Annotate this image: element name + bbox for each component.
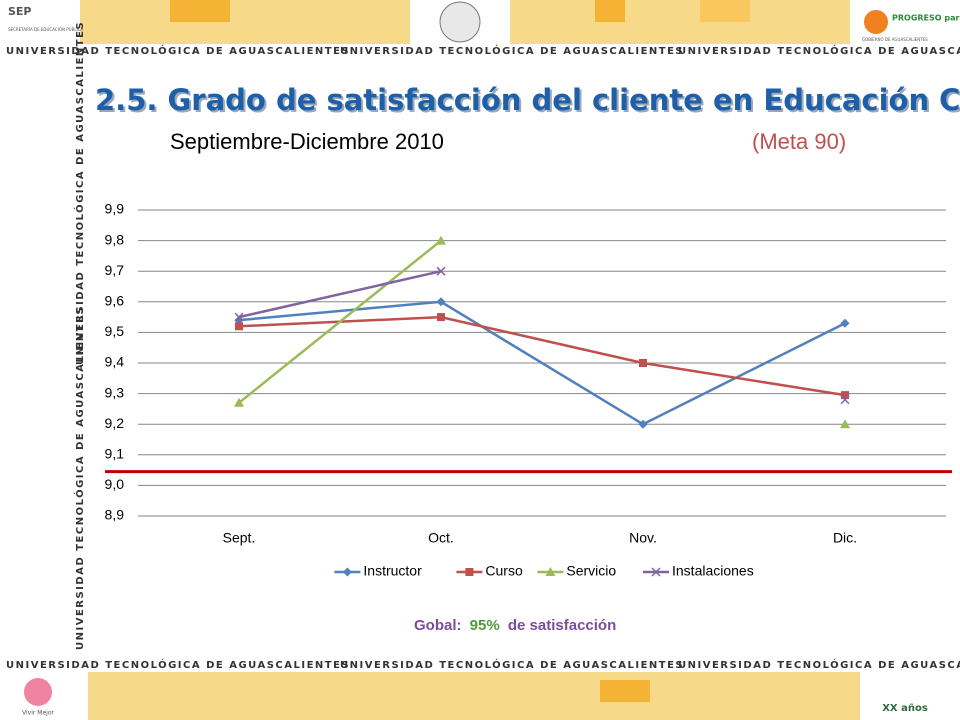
marker [841, 391, 849, 400]
title: 2.5. Grado de satisfacción del cliente e… [95, 83, 960, 117]
y-tick-label: 8,9 [105, 507, 125, 523]
deco [700, 0, 750, 22]
banner-text: UNIVERSIDAD TECNOLÓGICA DE AGUASCALIENTE… [340, 44, 684, 57]
logo-text: SEP [8, 5, 32, 18]
logo [24, 678, 52, 706]
marker [436, 235, 446, 245]
legend-label: Servicio [566, 563, 616, 579]
footer-value: 95% [470, 617, 500, 634]
y-tick-label: 9,6 [105, 293, 125, 309]
y-tick-label: 9,5 [105, 323, 125, 339]
banner-strip [0, 44, 960, 58]
banner-text: UNIVERSIDAD TECNOLÓGICA DE AGUASCALIENTE… [6, 658, 350, 671]
y-tick-label: 9,1 [105, 446, 125, 462]
marker [342, 567, 352, 577]
marker [235, 322, 243, 331]
y-tick-label: 9,3 [105, 384, 125, 400]
marker [234, 397, 244, 407]
marker [436, 266, 446, 276]
x-tick-label: Sept. [223, 530, 256, 546]
series-line [238, 315, 846, 397]
logo [439, 1, 481, 43]
legend-label: Curso [485, 563, 523, 579]
period: Septiembre-Diciembre 2010 [170, 129, 444, 154]
x-tick-label: Dic. [833, 530, 857, 546]
marker [651, 567, 661, 577]
y-tick-label: 9,0 [105, 476, 125, 492]
banner-text: UNIVERSIDAD TECNOLÓGICA DE AGUASCALIENTE… [678, 44, 960, 57]
marker [840, 318, 850, 328]
banner-text: UNIVERSIDAD TECNOLÓGICA DE AGUASCALIENTE… [340, 658, 684, 671]
marker [840, 395, 850, 405]
chart: 8,9 9,0 9,1 9,2 9,3 9,4 9,5 9,6 9,7 9,8 9,9 Sept. Oc… [105, 201, 952, 579]
deco [170, 0, 230, 22]
y-tick-label: 9,4 [105, 354, 125, 370]
logo-text: Vivir Mejor [22, 710, 54, 717]
x-tick-label: Nov. [629, 530, 657, 546]
marker [234, 312, 244, 322]
marker [639, 359, 647, 367]
marker [465, 568, 474, 576]
marker [437, 313, 445, 322]
marker [436, 297, 446, 307]
vertical-strip [70, 58, 88, 658]
bottom-band [88, 672, 960, 720]
deco [600, 680, 650, 702]
logo-box [860, 672, 960, 720]
deco [595, 0, 625, 22]
legend-label: Instructor [363, 563, 422, 579]
logo-text: PROGRESO para todos [892, 14, 960, 23]
marker [638, 419, 648, 429]
logo [864, 10, 888, 34]
banner-text: UNIVERSIDAD TECNOLÓGICA DE AGUASCALIENTE… [678, 658, 960, 671]
legend-label: Instalaciones [672, 563, 754, 579]
footer: Gobal: 95% de satisfacción [414, 617, 616, 634]
y-tick-label: 9,2 [105, 415, 125, 431]
vertical-text: UNIVERSIDAD TECNOLÓGICA DE AGUASCALIENTE… [73, 306, 86, 650]
y-tick-label: 9,9 [105, 201, 125, 217]
y-tick-label: 9,7 [105, 262, 125, 278]
y-tick-label: 9,8 [105, 231, 125, 247]
logo-text: GOBIERNO DE AGUASCALIENTES [862, 37, 928, 42]
title-shadow: 2.5. Grado de satisfacción del cliente e… [97, 85, 960, 119]
banner-strip [0, 658, 960, 672]
goal: (Meta 90) [752, 129, 846, 154]
footer-label: Gobal: [414, 617, 462, 634]
marker [545, 567, 556, 576]
logo-text: XX años [882, 703, 928, 714]
x-tick-label: Oct. [428, 530, 454, 546]
banner-text: UNIVERSIDAD TECNOLÓGICA DE AGUASCALIENTE… [6, 44, 350, 57]
vertical-text: UNIVERSIDAD TECNOLÓGICA DE AGUASCALIENTE… [73, 21, 86, 365]
footer-text: de satisfacción [508, 617, 616, 634]
logo-box [0, 0, 80, 44]
logo-text: SECRETARÍA DE EDUCACIÓN PÚBLICA [8, 27, 84, 32]
marker [840, 419, 850, 429]
series-line [238, 300, 846, 426]
